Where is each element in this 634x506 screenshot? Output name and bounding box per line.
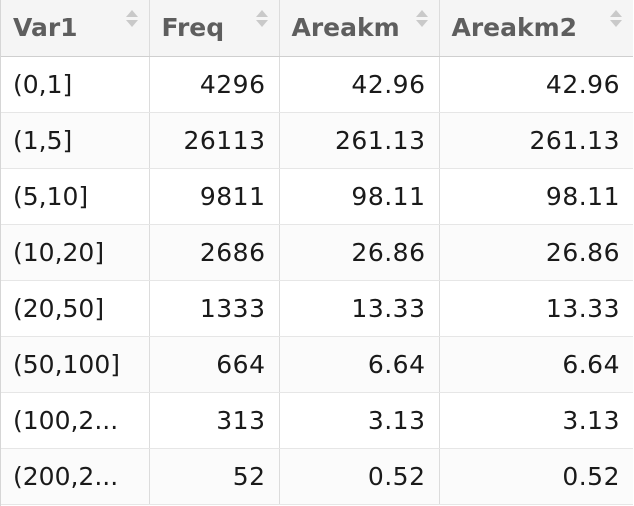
cell-areakm: 98.11 bbox=[279, 168, 440, 225]
table-row: (100,2... 313 3.13 3.13 bbox=[1, 392, 633, 449]
cell-var1: (100,2... bbox=[1, 392, 150, 449]
cell-var1: (50,100] bbox=[1, 336, 150, 393]
sort-arrows-icon[interactable] bbox=[125, 8, 139, 30]
table-row: (10,20] 2686 26.86 26.86 bbox=[1, 224, 633, 281]
sort-arrows-icon[interactable] bbox=[415, 8, 429, 30]
cell-areakm2: 0.52 bbox=[439, 448, 633, 505]
cell-areakm: 3.13 bbox=[279, 392, 440, 449]
column-header-freq[interactable]: Freq bbox=[149, 0, 280, 57]
column-header-label: Areakm bbox=[291, 13, 400, 43]
table-row: (200,2... 52 0.52 0.52 bbox=[1, 448, 633, 505]
column-header-areakm[interactable]: Areakm bbox=[279, 0, 440, 57]
column-header-label: Freq bbox=[161, 13, 225, 43]
column-header-areakm2[interactable]: Areakm2 bbox=[439, 0, 633, 57]
cell-freq: 4296 bbox=[149, 56, 280, 113]
cell-areakm2: 3.13 bbox=[439, 392, 633, 449]
cell-var1: (200,2... bbox=[1, 448, 150, 505]
cell-freq: 2686 bbox=[149, 224, 280, 281]
header-row: Var1 Freq Areakm Areakm2 bbox=[1, 0, 633, 57]
table-row: (0,1] 4296 42.96 42.96 bbox=[1, 56, 633, 113]
cell-areakm: 6.64 bbox=[279, 336, 440, 393]
cell-freq: 52 bbox=[149, 448, 280, 505]
column-header-var1[interactable]: Var1 bbox=[1, 0, 150, 57]
column-header-label: Var1 bbox=[13, 13, 78, 43]
cell-var1: (10,20] bbox=[1, 224, 150, 281]
cell-freq: 9811 bbox=[149, 168, 280, 225]
table-body: (0,1] 4296 42.96 42.96 (1,5] 26113 261.1… bbox=[1, 56, 633, 505]
cell-freq: 664 bbox=[149, 336, 280, 393]
cell-var1: (0,1] bbox=[1, 56, 150, 113]
table-row: (5,10] 9811 98.11 98.11 bbox=[1, 168, 633, 225]
cell-var1: (1,5] bbox=[1, 112, 150, 169]
table-header: Var1 Freq Areakm Areakm2 bbox=[1, 0, 633, 57]
sort-arrows-icon[interactable] bbox=[609, 8, 623, 30]
cell-areakm: 26.86 bbox=[279, 224, 440, 281]
cell-areakm2: 13.33 bbox=[439, 280, 633, 337]
cell-freq: 1333 bbox=[149, 280, 280, 337]
cell-areakm2: 98.11 bbox=[439, 168, 633, 225]
cell-areakm: 0.52 bbox=[279, 448, 440, 505]
sort-arrows-icon[interactable] bbox=[255, 8, 269, 30]
cell-freq: 313 bbox=[149, 392, 280, 449]
column-header-label: Areakm2 bbox=[451, 13, 578, 43]
cell-areakm2: 261.13 bbox=[439, 112, 633, 169]
cell-areakm: 13.33 bbox=[279, 280, 440, 337]
cell-areakm2: 6.64 bbox=[439, 336, 633, 393]
table-row: (50,100] 664 6.64 6.64 bbox=[1, 336, 633, 393]
cell-areakm2: 26.86 bbox=[439, 224, 633, 281]
cell-areakm: 42.96 bbox=[279, 56, 440, 113]
cell-freq: 26113 bbox=[149, 112, 280, 169]
cell-areakm: 261.13 bbox=[279, 112, 440, 169]
cell-areakm2: 42.96 bbox=[439, 56, 633, 113]
cell-var1: (20,50] bbox=[1, 280, 150, 337]
cell-var1: (5,10] bbox=[1, 168, 150, 225]
table-row: (1,5] 26113 261.13 261.13 bbox=[1, 112, 633, 169]
table-row: (20,50] 1333 13.33 13.33 bbox=[1, 280, 633, 337]
